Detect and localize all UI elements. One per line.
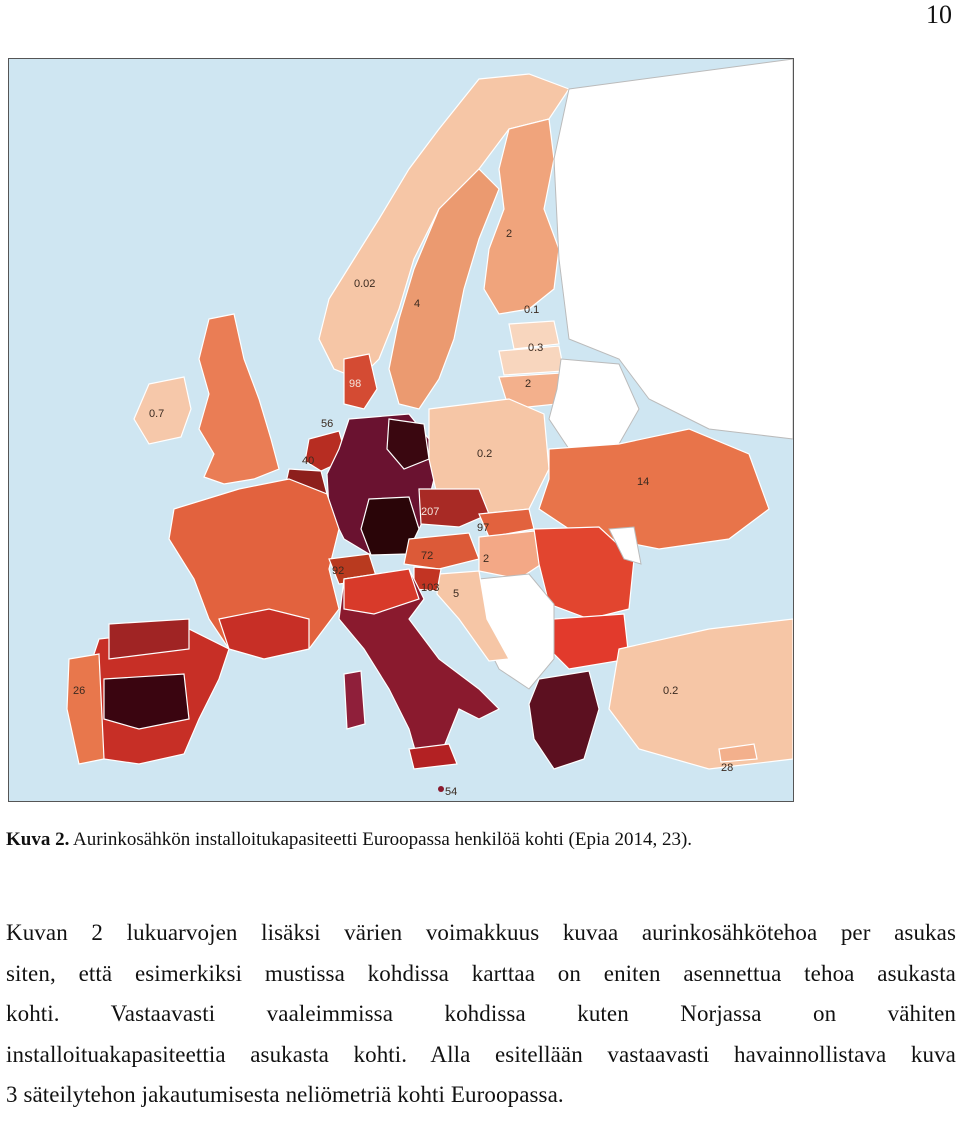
label-switzerland: 92 bbox=[332, 565, 344, 577]
body-line-3: kohti. Vastaavasti vaaleimmissa kohdissa… bbox=[6, 1001, 956, 1026]
label-latvia: 0.3 bbox=[528, 342, 543, 354]
label-netherlands: 56 bbox=[321, 418, 333, 430]
label-ireland: 0.7 bbox=[149, 408, 164, 420]
label-slovenia: 103 bbox=[421, 582, 439, 594]
caption-prefix: Kuva 2. bbox=[6, 829, 70, 850]
label-austria: 72 bbox=[421, 550, 433, 562]
region-austria bbox=[403, 532, 480, 570]
label-portugal: 26 bbox=[73, 685, 85, 697]
figure-caption: Kuva 2. Aurinkosähkön installoitukapasit… bbox=[6, 828, 692, 852]
label-poland: 0.2 bbox=[477, 448, 492, 460]
region-denmark bbox=[343, 353, 378, 410]
label-estonia: 0.1 bbox=[524, 304, 539, 316]
body-line-4: installoituakapasiteettia asukasta kohti… bbox=[6, 1041, 956, 1067]
region-malta bbox=[438, 786, 444, 792]
region-spain-center bbox=[103, 673, 190, 730]
label-belgium: 40 bbox=[302, 455, 314, 467]
label-croatia: 5 bbox=[453, 588, 459, 600]
region-ukraine bbox=[538, 428, 770, 550]
region-portugal bbox=[66, 653, 105, 765]
body-line-1: Kuvan 2 lukuarvojen lisäksi värien voima… bbox=[6, 920, 956, 945]
region-italy bbox=[338, 568, 501, 765]
label-denmark: 98 bbox=[349, 378, 361, 390]
label-ukraine: 14 bbox=[637, 476, 649, 488]
label-czechia: 207 bbox=[421, 506, 439, 518]
label-sweden: 4 bbox=[414, 298, 420, 310]
region-spain-north bbox=[108, 618, 190, 660]
map-svg: 0.02 4 2 0.1 0.3 2 98 0.7 56 40 0.2 14 2… bbox=[9, 59, 793, 801]
region-romania bbox=[533, 526, 635, 620]
region-germany-east bbox=[386, 418, 430, 470]
region-france bbox=[168, 478, 340, 660]
label-slovakia: 97 bbox=[477, 522, 489, 534]
page-number: 10 bbox=[926, 0, 952, 29]
region-turkey bbox=[608, 618, 793, 770]
label-lithuania: 2 bbox=[525, 378, 531, 390]
region-estonia bbox=[508, 320, 560, 350]
body-line-5: 3 säteilytehon jakautumisesta neliömetri… bbox=[6, 1082, 564, 1107]
label-finland: 2 bbox=[506, 228, 512, 240]
region-sicily bbox=[408, 743, 458, 770]
body-line-2: siten, että esimerkiksi mustissa kohdiss… bbox=[6, 960, 956, 986]
label-hungary: 2 bbox=[483, 553, 489, 565]
region-italy-north bbox=[343, 568, 420, 615]
body-paragraph: Kuvan 2 lukuarvojen lisäksi värien voima… bbox=[6, 913, 956, 1116]
region-moldova bbox=[608, 526, 642, 565]
region-hungary bbox=[478, 530, 550, 580]
region-sardinia bbox=[343, 670, 366, 730]
region-uk bbox=[198, 313, 280, 485]
europe-solar-map: 0.02 4 2 0.1 0.3 2 98 0.7 56 40 0.2 14 2… bbox=[8, 58, 794, 802]
label-malta: 54 bbox=[445, 786, 457, 798]
region-cyprus bbox=[718, 743, 758, 763]
region-russia bbox=[553, 59, 793, 440]
region-sweden bbox=[388, 168, 500, 410]
caption-text: Aurinkosähkön installoitukapasiteetti Eu… bbox=[69, 829, 693, 850]
region-croatia bbox=[436, 570, 510, 662]
label-cyprus: 28 bbox=[721, 762, 733, 774]
region-czechia bbox=[418, 488, 490, 528]
region-greece bbox=[528, 670, 600, 770]
region-ireland bbox=[133, 376, 192, 445]
label-norway: 0.02 bbox=[354, 278, 375, 290]
label-turkey: 0.2 bbox=[663, 685, 678, 697]
